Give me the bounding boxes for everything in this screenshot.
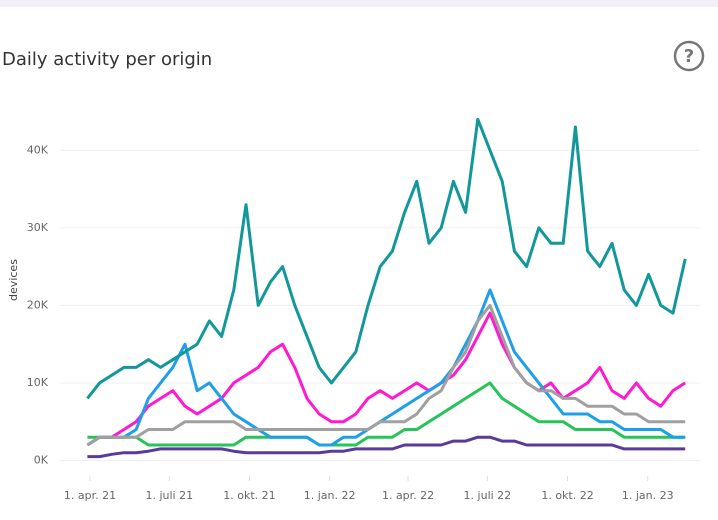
x-tick-label: 1. apr. 22 — [382, 489, 434, 502]
y-axis-label: devices — [7, 259, 20, 301]
x-tick-label: 1. apr. 21 — [64, 489, 116, 502]
series-line — [86, 311, 687, 447]
series-line — [86, 303, 686, 447]
x-tick-label: 1. okt. 22 — [541, 489, 593, 502]
series-line — [87, 435, 686, 459]
panel-title: Daily activity per origin — [2, 49, 212, 70]
top-band — [0, 0, 718, 7]
y-tick-label: 30K — [27, 221, 49, 234]
x-tick-label: 1. juli 21 — [145, 489, 193, 502]
y-tick-label: 10K — [27, 376, 49, 389]
x-tick-label: 1. jan. 23 — [622, 489, 674, 502]
help-button[interactable] — [673, 40, 705, 72]
x-tick-label: 1. jan. 22 — [304, 489, 356, 502]
y-tick-label: 40K — [27, 143, 49, 156]
series-line — [86, 117, 687, 400]
series-line — [87, 381, 686, 447]
x-tick-label: 1. juli 22 — [464, 489, 512, 502]
help-icon[interactable]: ? — [684, 46, 694, 67]
y-tick-label: 0K — [34, 453, 49, 466]
y-tick-label: 20K — [27, 298, 49, 311]
x-tick-label: 1. okt. 21 — [223, 489, 275, 502]
